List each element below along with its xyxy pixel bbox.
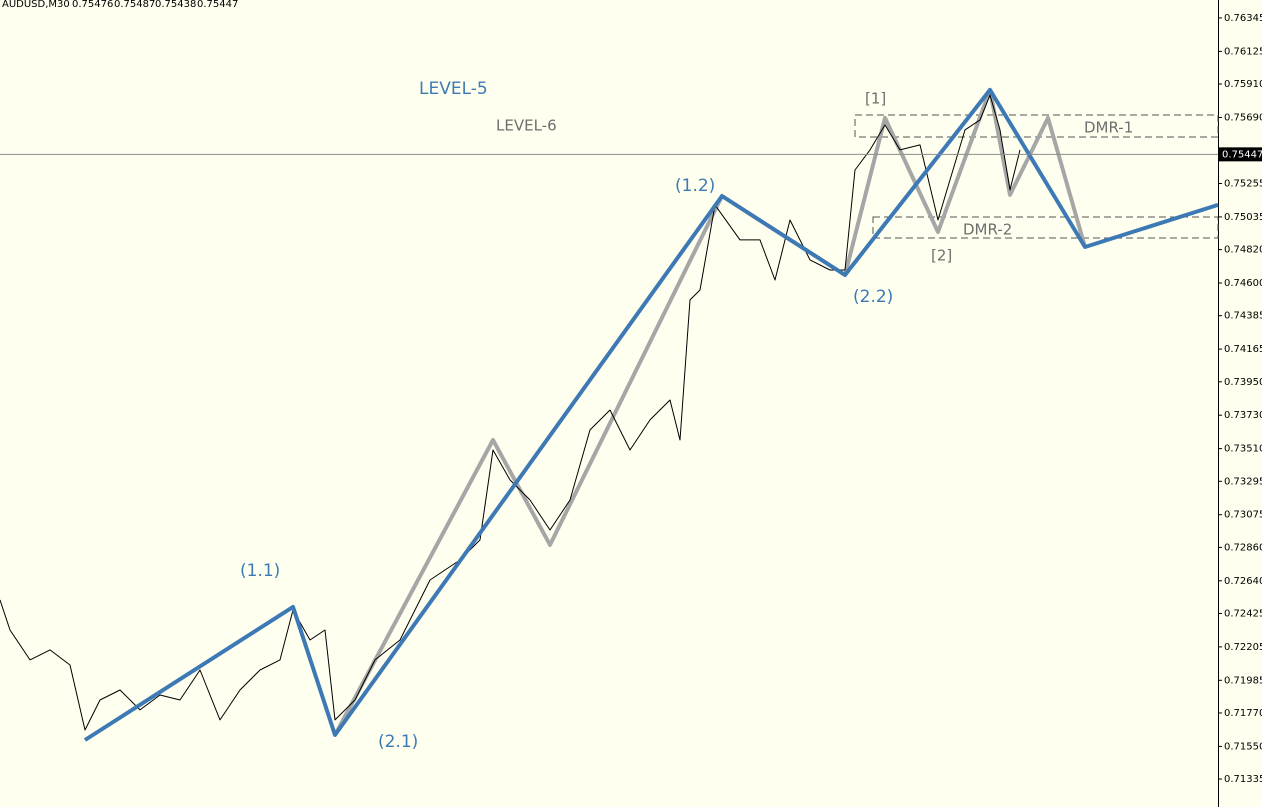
price-line <box>0 94 1021 731</box>
wave-label: (1.2) <box>675 176 715 196</box>
y-tick-label: 0.73510 <box>1224 444 1262 455</box>
y-tick-label: 0.72640 <box>1224 576 1262 587</box>
y-tick-label: 0.75690 <box>1224 112 1262 123</box>
y-tick-label: 0.74820 <box>1224 245 1262 256</box>
y-tick-label: 0.76125 <box>1224 46 1262 57</box>
ohlc-high: 0.75487 <box>114 0 155 10</box>
y-tick-label: 0.71985 <box>1224 675 1262 686</box>
y-tick-label: 0.71335 <box>1224 774 1262 785</box>
plot <box>0 87 1219 742</box>
wave-label: [2] <box>931 247 952 265</box>
wave-line <box>333 87 1087 736</box>
header: AUDUSD,M30 0.75476 0.75487 0.75438 0.754… <box>2 0 238 10</box>
y-tick-label: 0.75255 <box>1224 179 1262 190</box>
wave-label: [1] <box>865 90 886 108</box>
level-6-label: LEVEL-6 <box>496 117 557 135</box>
y-tick-label: 0.75035 <box>1224 212 1262 223</box>
wave-label: (2.2) <box>853 287 893 307</box>
y-tick-label: 0.73295 <box>1224 476 1262 487</box>
y-tick-label: 0.76345 <box>1224 13 1262 24</box>
wave-label: (1.1) <box>240 561 280 581</box>
dmr-label: DMR-2 <box>963 221 1012 239</box>
ohlc-close: 0.75447 <box>197 0 238 10</box>
current-price-label: 0.75447 <box>1222 149 1262 160</box>
y-tick-label: 0.72205 <box>1224 642 1262 653</box>
dmr-label: DMR-1 <box>1084 119 1133 137</box>
symbol: AUDUSD,M30 <box>2 0 70 10</box>
y-tick-label: 0.74600 <box>1224 278 1262 289</box>
y-tick-label: 0.74385 <box>1224 311 1262 322</box>
y-tick-label: 0.72425 <box>1224 608 1262 619</box>
y-tick-label: 0.71770 <box>1224 708 1262 719</box>
level-5-label: LEVEL-5 <box>419 79 488 99</box>
wave-label: (2.1) <box>378 732 418 752</box>
y-tick-label: 0.73950 <box>1224 377 1262 388</box>
dmr-2-zone <box>872 216 1219 239</box>
y-tick-label: 0.75910 <box>1224 79 1262 90</box>
current-price-box <box>1219 147 1262 162</box>
y-tick-label: 0.73730 <box>1224 410 1262 421</box>
y-tick-label: 0.74165 <box>1224 344 1262 355</box>
y-tick-label: 0.73075 <box>1224 510 1262 521</box>
ohlc-low: 0.75438 <box>155 0 196 10</box>
wave-line <box>83 87 1219 742</box>
y-tick-label: 0.71550 <box>1224 741 1262 752</box>
y-tick-label: 0.72860 <box>1224 542 1262 553</box>
ohlc-open: 0.75476 <box>72 0 113 10</box>
